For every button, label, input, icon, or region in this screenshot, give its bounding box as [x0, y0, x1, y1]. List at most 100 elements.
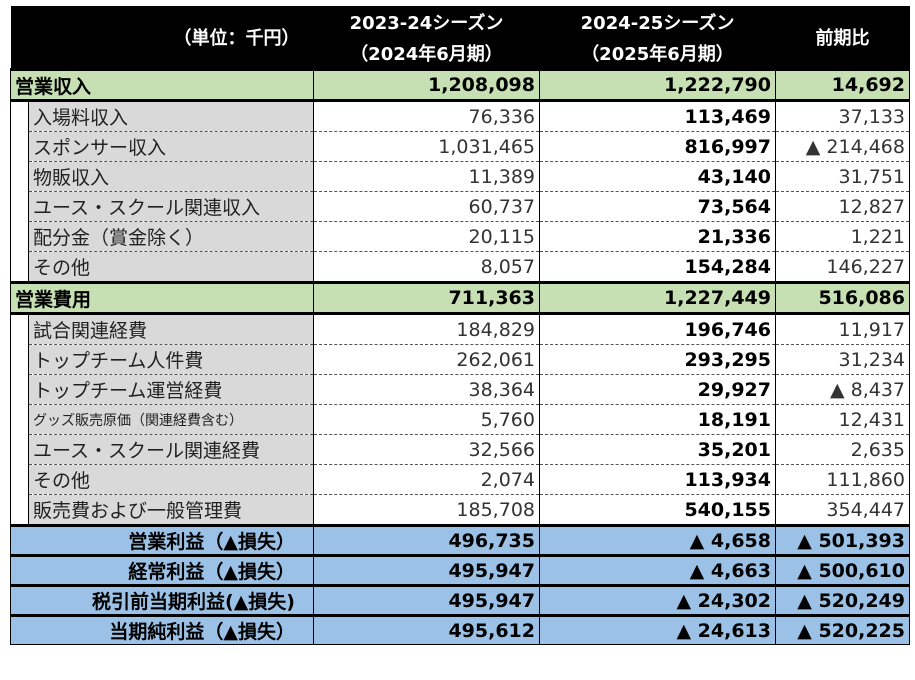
- prev-value: 495,947: [313, 554, 540, 586]
- prev-value: 1,208,098: [313, 68, 540, 102]
- prev-value: 76,336: [313, 100, 540, 132]
- curr-value: 29,927: [539, 374, 776, 405]
- table-row: ユース・スクール関連経費 32,566 35,201 2,635: [11, 434, 910, 465]
- row-label: ユース・スクール関連経費: [28, 434, 314, 465]
- curr-value: 816,997: [539, 131, 776, 162]
- curr-value: 113,469: [539, 100, 776, 132]
- curr-value: 113,934: [539, 464, 776, 495]
- diff-value: 354,447: [775, 494, 910, 526]
- curr-value: 1,222,790: [539, 68, 776, 102]
- curr-value: 18,191: [539, 404, 776, 435]
- profit-row-operating: 営業利益（▲損失） 496,735 ▲ 4,658 ▲ 501,393: [10, 524, 910, 556]
- prev-value: 8,057: [313, 251, 540, 283]
- row-label: 配分金（賞金除く）: [28, 221, 314, 252]
- curr-value: 1,227,449: [539, 281, 776, 315]
- prev-value: 495,612: [313, 614, 540, 645]
- prev-value: 1,031,465: [313, 131, 540, 162]
- diff-value: 12,431: [775, 404, 910, 435]
- table-row: トップチーム人件費 262,061 293,295 31,234: [11, 344, 910, 375]
- header-row-2: （2024年6月期） （2025年6月期）: [11, 37, 910, 70]
- diff-value: ▲ 501,393: [775, 524, 910, 556]
- prev-value: 60,737: [313, 191, 540, 222]
- curr-value: 540,155: [539, 494, 776, 526]
- prev-value: 32,566: [313, 434, 540, 465]
- header-row-1: （単位：千円） 2023-24シーズン 2024-25シーズン 前期比: [10, 6, 910, 70]
- profit-label: 当期純利益（▲損失）: [10, 614, 314, 645]
- financial-table: （単位：千円） 2023-24シーズン 2024-25シーズン 前期比 （202…: [10, 6, 910, 645]
- prev-value: 495,947: [313, 584, 540, 616]
- row-label: トップチーム人件費: [28, 344, 314, 375]
- prev-value: 38,364: [313, 374, 540, 405]
- prev-value: 5,760: [313, 404, 540, 435]
- row-label: 試合関連経費: [28, 313, 314, 345]
- diff-value: 31,234: [775, 344, 910, 375]
- table-row: ユース・スクール関連収入 60,737 73,564 12,827: [11, 191, 910, 222]
- diff-value: 12,827: [775, 191, 910, 222]
- diff-value: 2,635: [775, 434, 910, 465]
- prev-value: 2,074: [313, 464, 540, 495]
- curr-value: ▲ 4,658: [539, 524, 776, 556]
- prev-value: 11,389: [313, 161, 540, 192]
- table-row: 物販収入 11,389 43,140 31,751: [11, 161, 910, 192]
- profit-row-pretax: 税引前当期利益(▲損失) 495,947 ▲ 24,302 ▲ 520,249: [10, 584, 910, 616]
- profit-label: 経常利益（▲損失）: [10, 554, 314, 586]
- row-label: 入場料収入: [28, 100, 314, 132]
- prev-value: 20,115: [313, 221, 540, 252]
- curr-value: 73,564: [539, 191, 776, 222]
- prev-value: 184,829: [313, 313, 540, 345]
- table-row: 配分金（賞金除く） 20,115 21,336 1,221: [11, 221, 910, 252]
- prev-value: 185,708: [313, 494, 540, 526]
- curr-value: 196,746: [539, 313, 776, 345]
- col-curr-period: （2025年6月期）: [539, 37, 776, 70]
- col-prev-period: （2024年6月期）: [313, 37, 540, 70]
- diff-value: 31,751: [775, 161, 910, 192]
- indent-gutter: [10, 100, 29, 283]
- table-row: スポンサー収入 1,031,465 816,997 ▲ 214,468: [11, 131, 910, 162]
- row-label: 物販収入: [28, 161, 314, 192]
- diff-value: 14,692: [775, 68, 910, 102]
- diff-value: 516,086: [775, 281, 910, 315]
- profit-row-net: 当期純利益（▲損失） 495,612 ▲ 24,613 ▲ 520,225: [10, 614, 910, 645]
- row-label: スポンサー収入: [28, 131, 314, 162]
- diff-value: 37,133: [775, 100, 910, 132]
- col-curr-season: 2024-25シーズン: [539, 6, 776, 37]
- table-row: その他 2,074 113,934 111,860: [11, 464, 910, 495]
- section-label: 営業費用: [10, 281, 314, 315]
- row-label: ユース・スクール関連収入: [28, 191, 314, 222]
- section-label: 営業収入: [10, 68, 314, 102]
- curr-value: 21,336: [539, 221, 776, 252]
- row-label: グッズ販売原価（関連経費含む）: [28, 404, 314, 435]
- diff-value: 1,221: [775, 221, 910, 252]
- diff-value: ▲ 500,610: [775, 554, 910, 586]
- curr-value: 35,201: [539, 434, 776, 465]
- section-row-revenue: 営業収入 1,208,098 1,222,790 14,692: [10, 68, 910, 102]
- row-label: その他: [28, 464, 314, 495]
- row-label: その他: [28, 251, 314, 283]
- col-prev-season: 2023-24シーズン: [313, 6, 540, 37]
- diff-value: ▲ 520,225: [775, 614, 910, 645]
- curr-value: 293,295: [539, 344, 776, 375]
- diff-value: 111,860: [775, 464, 910, 495]
- col-yoy: 前期比: [775, 6, 910, 70]
- curr-value: ▲ 24,302: [539, 584, 776, 616]
- profit-label: 税引前当期利益(▲損失): [10, 584, 314, 616]
- diff-value: 11,917: [775, 313, 910, 345]
- unit-label: （単位：千円）: [10, 6, 314, 70]
- row-label: 販売費および一般管理費: [28, 494, 314, 526]
- table-row: その他 8,057 154,284 146,227: [11, 251, 910, 283]
- prev-value: 711,363: [313, 281, 540, 315]
- table-row: トップチーム運営経費 38,364 29,927 ▲ 8,437: [11, 374, 910, 405]
- profit-row-ordinary: 経常利益（▲損失） 495,947 ▲ 4,663 ▲ 500,610: [10, 554, 910, 586]
- table-row: グッズ販売原価（関連経費含む） 5,760 18,191 12,431: [11, 404, 910, 435]
- section-row-expenses: 営業費用 711,363 1,227,449 516,086: [10, 281, 910, 315]
- diff-value: ▲ 8,437: [775, 374, 910, 405]
- curr-value: ▲ 24,613: [539, 614, 776, 645]
- indent-gutter: [10, 313, 29, 526]
- table-row: 販売費および一般管理費 185,708 540,155 354,447: [11, 494, 910, 526]
- table-row: 試合関連経費 184,829 196,746 11,917: [10, 313, 910, 526]
- profit-label: 営業利益（▲損失）: [10, 524, 314, 556]
- prev-value: 496,735: [313, 524, 540, 556]
- curr-value: 43,140: [539, 161, 776, 192]
- diff-value: ▲ 214,468: [775, 131, 910, 162]
- row-label: トップチーム運営経費: [28, 374, 314, 405]
